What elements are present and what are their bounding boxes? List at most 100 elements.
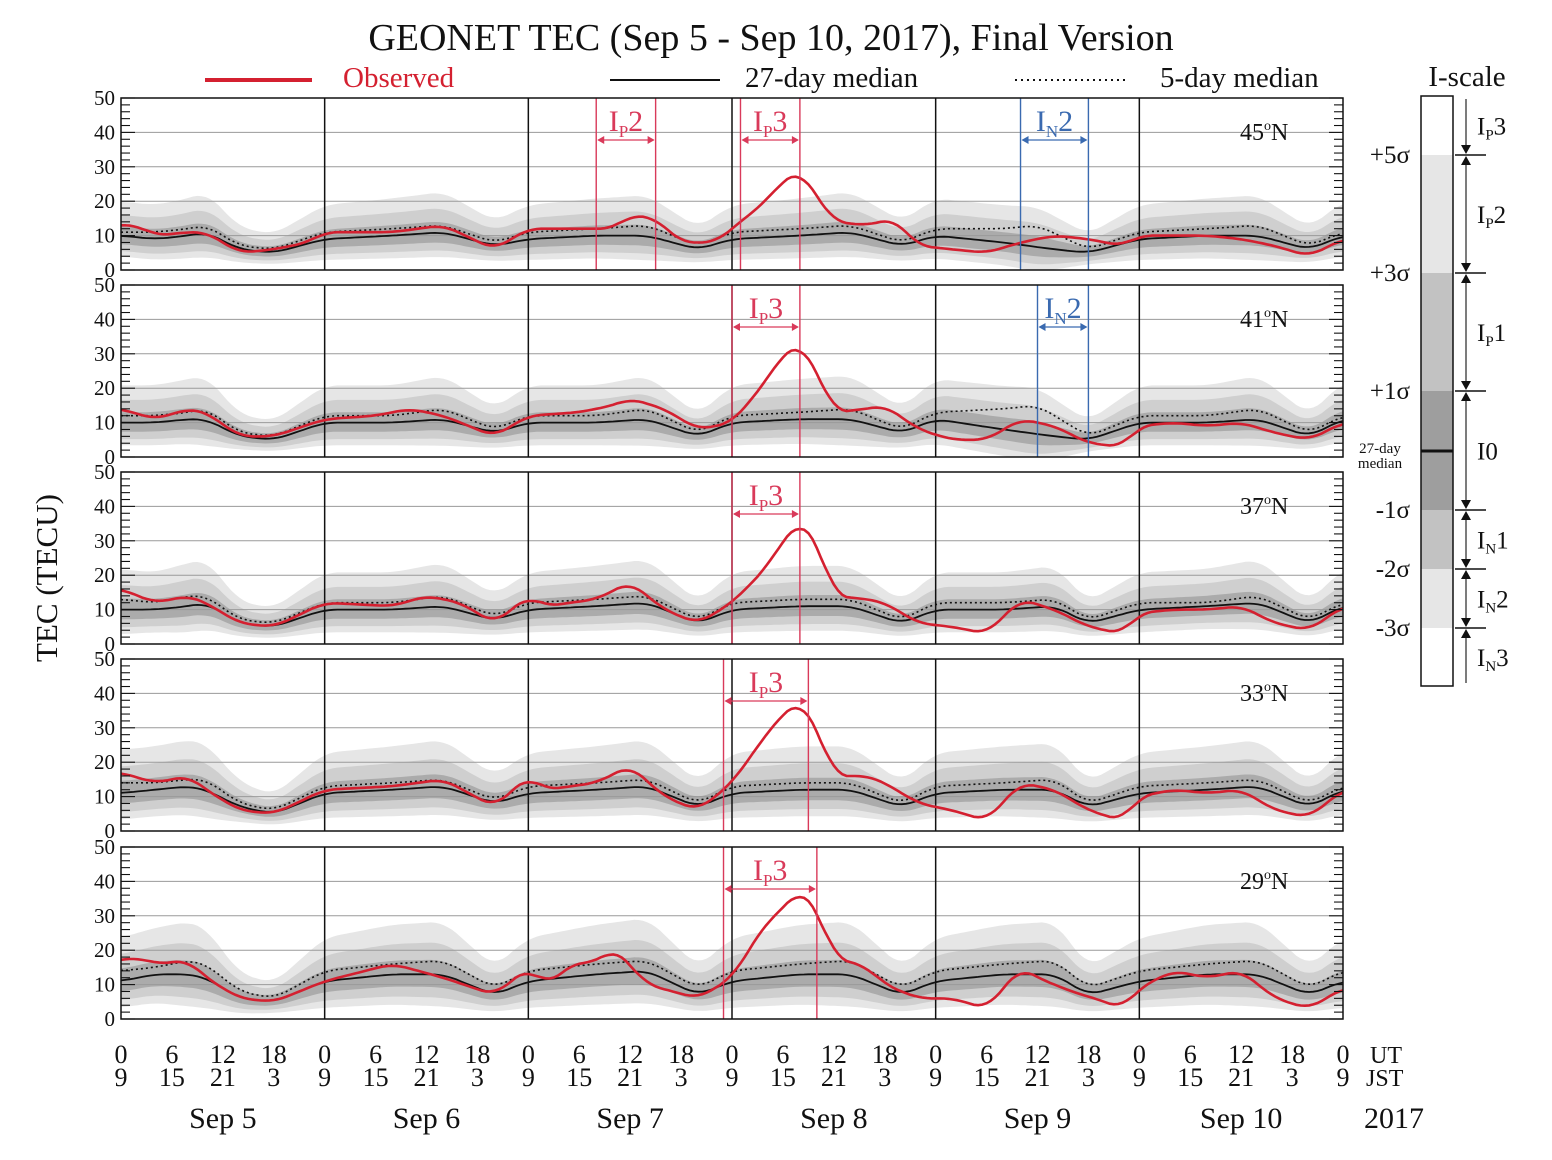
y-tick-label: 10	[94, 785, 115, 809]
sigma-label: +3σ	[1370, 260, 1411, 287]
legend-median5-label: 5-day median	[1160, 62, 1319, 94]
median-label-median: median	[1358, 456, 1403, 472]
x-ut-tick-label: 6	[776, 1040, 789, 1069]
day-label: Sep 5	[189, 1102, 257, 1135]
x-ut-tick-label: 6	[573, 1040, 586, 1069]
sigma-label: -1σ	[1376, 497, 1411, 524]
i-scale-segment	[1421, 155, 1453, 273]
x-ut-tick-label: 6	[165, 1040, 178, 1069]
x-jst-tick-label: 3	[675, 1063, 688, 1092]
x-ut-tick-label: 0	[726, 1040, 739, 1069]
x-ut-tick-label: 0	[1337, 1040, 1350, 1069]
x-jst-tick-label: 15	[363, 1063, 389, 1092]
bracket-IN2: IN2	[1019, 98, 1090, 270]
y-tick-label: 30	[94, 904, 115, 928]
bracket-IP2: IP2	[595, 98, 657, 270]
panel-frame	[120, 471, 1344, 645]
i-scale-level-label: IP3	[1477, 114, 1506, 144]
y-tick-label: 0	[105, 445, 116, 469]
panel-frame	[120, 846, 1344, 1020]
x-ut-tick-label: 12	[821, 1040, 847, 1069]
x-jst-tick-label: 15	[566, 1063, 592, 1092]
y-tick-label: 40	[94, 307, 115, 331]
i-scale-arrowhead	[1461, 559, 1471, 568]
x-ut-tick-label: 12	[210, 1040, 236, 1069]
y-tick-label: 50	[94, 835, 115, 859]
bracket-IP3: IP3	[739, 98, 801, 270]
y-tick-label: 50	[94, 647, 115, 671]
sigma-label: -2σ	[1376, 556, 1411, 583]
sigma-label: +5σ	[1370, 142, 1411, 169]
x-ut-tick-label: 18	[261, 1040, 287, 1069]
median-label-27day: 27-day	[1359, 441, 1401, 457]
sigma-label: +1σ	[1370, 378, 1411, 405]
x-jst-tick-label: 3	[267, 1063, 280, 1092]
bracket-arrowheads	[733, 323, 799, 331]
latitude-label: 29oN	[1240, 868, 1288, 895]
legend: Observed 27-day median 5-day median	[205, 62, 1319, 94]
legend-observed-label: Observed	[343, 62, 455, 94]
x-ut-tick-label: 12	[617, 1040, 643, 1069]
panels: IP2 IP3 IN2 45oN 0 10 20 30 40 50 IP3 IN2 41oN 0 10 20 3…	[94, 86, 1344, 1031]
i-scale-level-label: IN1	[1477, 528, 1509, 558]
x-ut-tick-label: 12	[1228, 1040, 1254, 1069]
bracket-IN2: IN2	[1036, 285, 1090, 457]
y-axis-label: TEC (TECU)	[29, 494, 64, 662]
latitude-label: 37oN	[1240, 493, 1288, 520]
y-tick-label: 30	[94, 342, 115, 366]
sigma-label: -3σ	[1376, 615, 1411, 642]
x-jst-tick-label: 15	[770, 1063, 796, 1092]
i-scale-level-label: IP2	[1477, 202, 1506, 232]
x-jst-tick-label: 9	[115, 1063, 128, 1092]
observed-line	[120, 895, 1344, 1008]
day-label: Sep 8	[800, 1102, 868, 1135]
x-jst-tick-label: 3	[1286, 1063, 1299, 1092]
x-ut-tick-label: 0	[318, 1040, 331, 1069]
median27-line	[120, 231, 1344, 253]
x-ut-tick-label: 12	[1025, 1040, 1051, 1069]
bracket-label: IP3	[753, 854, 787, 890]
y-tick-label: 10	[94, 411, 115, 435]
observed-line	[121, 175, 1344, 255]
x-ut-tick-label: 6	[1184, 1040, 1197, 1069]
day-label: Sep 7	[596, 1102, 664, 1135]
x-jst-tick-label: 15	[1177, 1063, 1203, 1092]
panel-41n: IP3 IN2 41oN 0 10 20 30 40 50	[94, 273, 1344, 469]
y-tick-label: 10	[94, 598, 115, 622]
panel-33n: IP3 33oN 0 10 20 30 40 50	[94, 647, 1344, 843]
y-tick-label: 10	[94, 973, 115, 997]
bracket-label: IP3	[749, 666, 783, 702]
y-tick-label: 10	[94, 224, 115, 248]
x-ut-tick-label: 12	[414, 1040, 440, 1069]
x-ut-tick-label: 18	[1279, 1040, 1305, 1069]
x-jst-tick-label: 21	[210, 1063, 236, 1092]
i-scale-arrowhead	[1461, 618, 1471, 627]
panel-frame	[120, 658, 1344, 832]
i-scale-arrowhead	[1461, 629, 1471, 638]
latitude-label: 33oN	[1240, 680, 1288, 707]
y-tick-label: 30	[94, 529, 115, 553]
i-scale-level-label: IN3	[1477, 645, 1509, 675]
bracket-label: IP3	[749, 292, 783, 328]
bracket-arrowheads	[1021, 136, 1088, 144]
y-tick-label: 20	[94, 189, 115, 213]
x-jst-tick-label: 15	[159, 1063, 185, 1092]
bracket-label: IP3	[749, 479, 783, 515]
i-scale-title: I-scale	[1428, 61, 1505, 93]
bracket-IP3: IP3	[722, 847, 818, 1019]
x-ut-tick-label: 0	[1133, 1040, 1146, 1069]
i-scale-segment	[1421, 273, 1453, 391]
x-jst-tick-label: 9	[318, 1063, 331, 1092]
x-jst-tick-label: 21	[1228, 1063, 1254, 1092]
y-tick-label: 20	[94, 563, 115, 587]
bracket-arrowheads	[741, 136, 799, 144]
i-scale-frame	[1420, 95, 1454, 687]
ut-label: UT	[1370, 1043, 1402, 1069]
y-tick-label: 40	[94, 681, 115, 705]
y-tick-label: 30	[94, 716, 115, 740]
latitude-label: 45oN	[1240, 119, 1288, 146]
y-tick-label: 30	[94, 155, 115, 179]
bracket-arrowheads	[597, 136, 655, 144]
y-tick-label: 20	[94, 750, 115, 774]
